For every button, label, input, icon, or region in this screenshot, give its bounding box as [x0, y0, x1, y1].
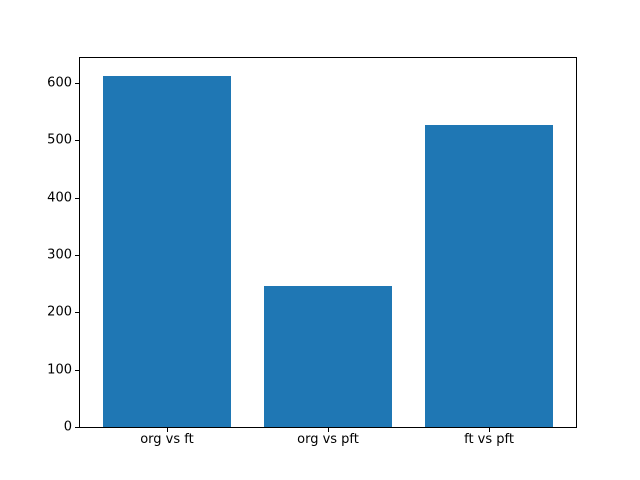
bar-org-vs-ft	[102, 75, 232, 427]
y-tick-label: 100	[47, 362, 72, 378]
x-tick-label: org vs ft	[140, 432, 194, 447]
y-tick-label: 400	[47, 190, 72, 206]
y-tick-label: 500	[47, 132, 72, 148]
y-tick-label: 300	[47, 247, 72, 263]
y-tick-label: 200	[47, 304, 72, 320]
y-tick-mark	[75, 83, 79, 85]
x-tick-mark	[166, 428, 168, 432]
bar-org-vs-pft	[263, 285, 393, 427]
y-tick-mark	[75, 312, 79, 314]
x-tick-label: ft vs pft	[464, 432, 514, 447]
y-tick-label: 600	[47, 75, 72, 91]
x-tick-mark	[328, 428, 329, 432]
y-tick-mark	[75, 369, 79, 371]
y-tick-label: 0	[63, 419, 72, 435]
y-tick-mark	[75, 427, 79, 428]
y-tick-mark	[75, 140, 79, 142]
y-tick-mark	[75, 255, 79, 256]
y-tick-mark	[75, 197, 79, 199]
bar-ft-vs-pft	[424, 125, 554, 427]
x-tick-label: org vs pft	[297, 432, 359, 447]
x-tick-mark	[489, 428, 491, 432]
plot-area	[79, 57, 577, 428]
